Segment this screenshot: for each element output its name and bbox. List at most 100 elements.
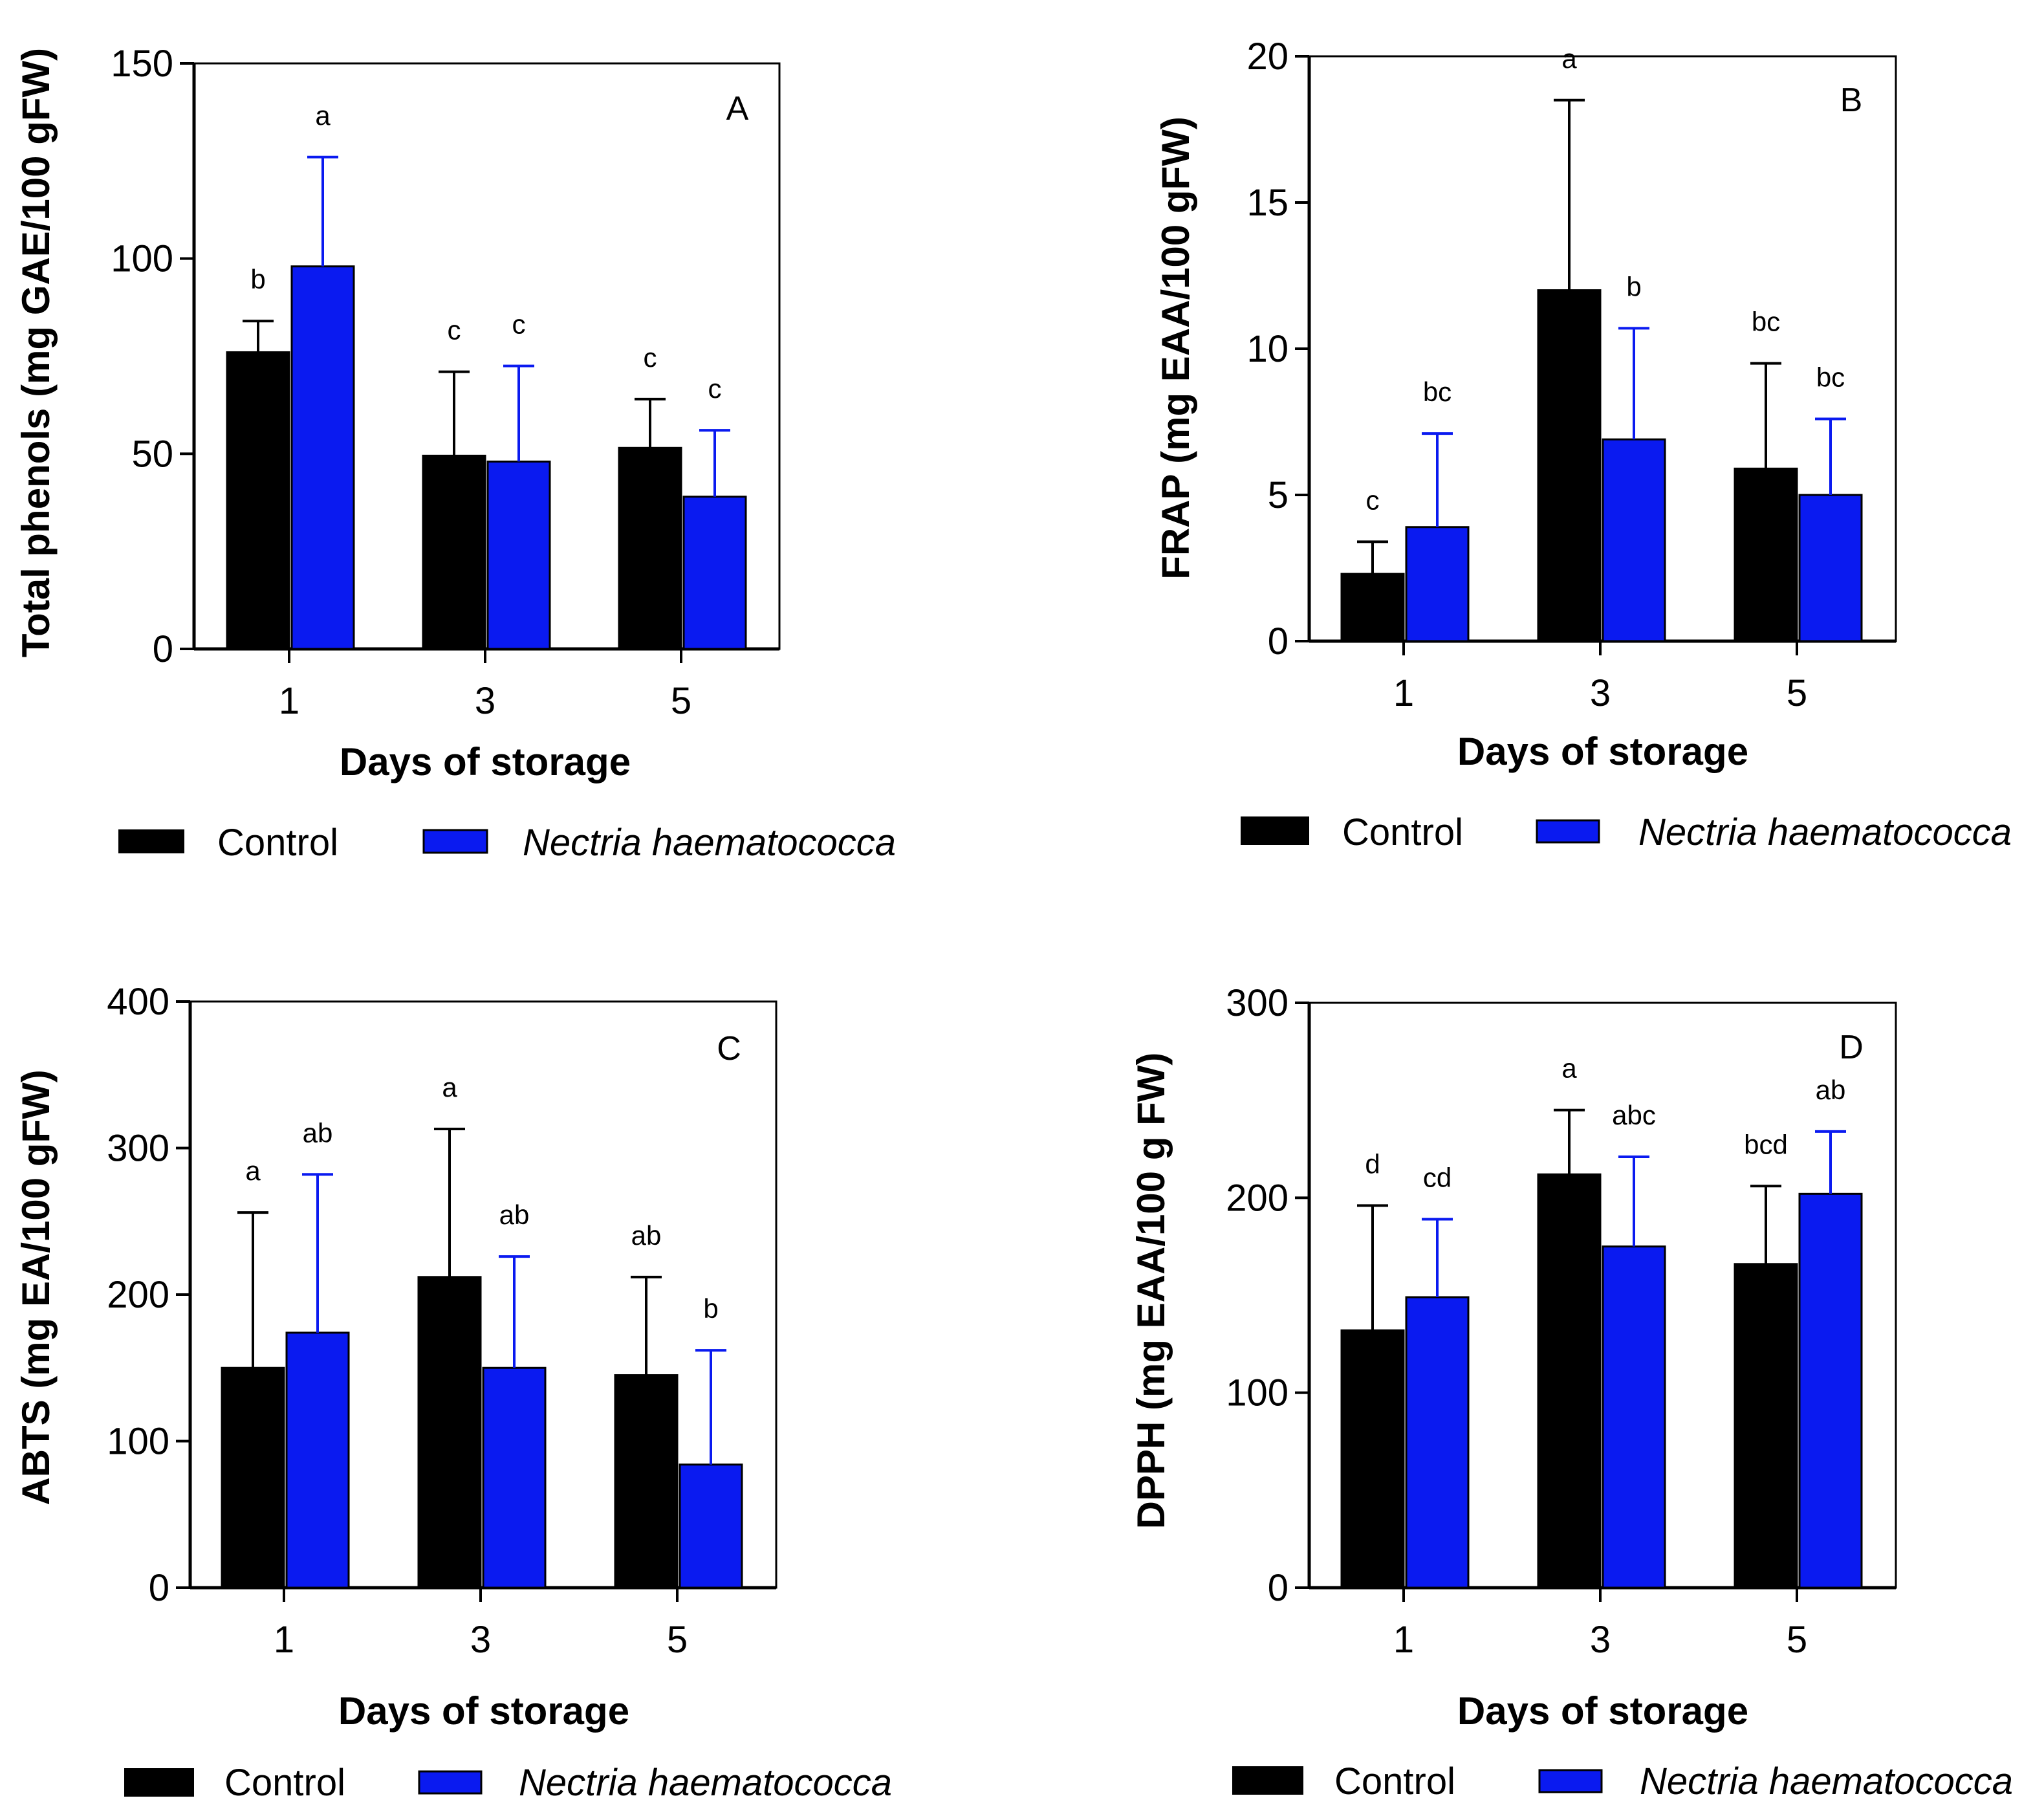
panel-b-bar-treatment	[1798, 494, 1863, 642]
panel-b-significance-letter: c	[1366, 485, 1380, 515]
panel-a-x-tick-label: 5	[671, 680, 691, 722]
legend-label-control: Control	[224, 1762, 345, 1804]
panel-b-legend: Control Nectria haematococca	[1241, 811, 2012, 853]
panel-d-significance-letter: cd	[1423, 1162, 1451, 1192]
panel-c-significance-letter: b	[703, 1293, 718, 1324]
panel-d-x-tick-label: 1	[1393, 1619, 1414, 1661]
panel-a-bar-treatment	[682, 496, 747, 650]
panel-b-significance-letter: b	[1626, 271, 1641, 301]
panel-a-legend: Control Nectria haematococca	[118, 822, 896, 864]
legend-swatch-control	[124, 1768, 194, 1797]
panel-b-x-tick-label: 5	[1787, 672, 1807, 714]
panel-c-letter: C	[717, 1030, 741, 1068]
legend-label-control: Control	[217, 822, 338, 864]
panel-b-y-axis-title: FRAP (mg EAA/100 gFW)	[1154, 116, 1197, 580]
panel-d-bar-control	[1340, 1329, 1405, 1589]
panel-d-marks: 0 100 200 300 1 3 5 d a bcd cd abc ab	[1226, 982, 1897, 1661]
panel-d-legend: Control Nectria haematococca	[1232, 1760, 2013, 1802]
panel-a-y-axis-title: Total phenols (mg GAE/100 gFW)	[14, 48, 58, 657]
panel-d-significance-letter: a	[1561, 1053, 1577, 1084]
panel-b-bar-control	[1537, 289, 1602, 642]
panel-b-y-tick-label: 0	[1268, 620, 1288, 663]
panel-b-bar-treatment	[1602, 438, 1666, 642]
panel-b-x-tick-label: 3	[1590, 672, 1611, 714]
panel-c-y-axis-title: ABTS (mg EA/100 gFW)	[14, 1069, 58, 1505]
panel-b-significance-letter: bc	[1752, 307, 1780, 337]
panel-a-y-tick-label: 150	[111, 43, 173, 85]
panel-d-y-tick-label: 300	[1226, 982, 1288, 1024]
panel-b-significance-letter: bc	[1423, 377, 1451, 407]
panel-d-bar-control	[1537, 1173, 1602, 1589]
panel-b-marks: 0 5 10 15 20 1 3 5 c a bc bc b bc	[1246, 36, 1897, 714]
panel-d-bar-treatment	[1405, 1296, 1470, 1589]
legend-swatch-treatment	[422, 829, 488, 854]
panel-c-y-tick-label: 100	[107, 1421, 169, 1463]
panel-b-y-tick-label: 5	[1268, 474, 1288, 516]
panel-c-bar-treatment	[679, 1463, 743, 1589]
panel-d-significance-letter: abc	[1612, 1100, 1656, 1130]
panel-d-x-tick-label: 5	[1787, 1619, 1807, 1661]
panel-d-significance-letter: bcd	[1744, 1129, 1788, 1159]
panel-d-bar-control	[1734, 1263, 1798, 1589]
panel-c-marks: 0 100 200 300 400 1 3 5 a a ab ab ab b	[107, 981, 777, 1661]
panel-d-y-tick-label: 0	[1268, 1567, 1288, 1609]
panel-a-significance-letter: c	[448, 315, 461, 345]
panel-a-x-tick-label: 3	[475, 680, 495, 722]
panel-d-bar-treatment	[1602, 1245, 1666, 1589]
panel-a-letter: A	[726, 90, 749, 127]
legend-label-treatment: Nectria haematococca	[523, 822, 896, 864]
panel-d-significance-letter: d	[1365, 1148, 1380, 1179]
legend-label-control: Control	[1334, 1760, 1455, 1802]
panel-b-letter: B	[1840, 82, 1863, 119]
panel-c-significance-letter: a	[442, 1072, 457, 1102]
legend-swatch-treatment	[418, 1770, 483, 1795]
panel-d-x-tick-label: 3	[1590, 1619, 1611, 1661]
legend-label-treatment: Nectria haematococca	[1640, 1760, 2013, 1802]
panel-c-y-tick-label: 300	[107, 1128, 169, 1170]
panel-d-x-axis-title: Days of storage	[1457, 1689, 1748, 1733]
panel-b-y-tick-label: 10	[1246, 328, 1288, 370]
panel-a-significance-letter: c	[644, 342, 657, 373]
legend-swatch-control	[118, 829, 184, 853]
panel-d-letter: D	[1839, 1029, 1864, 1066]
panel-a-marks: 0 50 100 150 1 3 5 b c c a c c	[111, 43, 781, 722]
panel-d-y-tick-label: 100	[1226, 1372, 1288, 1414]
panel-a-x-axis-title: Days of storage	[340, 740, 631, 783]
panel-b-significance-letter: a	[1561, 43, 1577, 74]
legend-label-treatment: Nectria haematococca	[519, 1762, 892, 1804]
panel-a-bar-control	[618, 446, 682, 650]
panel-c-legend: Control Nectria haematococca	[124, 1762, 892, 1804]
legend-label-control: Control	[1342, 811, 1463, 853]
legend-swatch-treatment	[1536, 819, 1600, 844]
panel-b-significance-letter: bc	[1816, 362, 1845, 392]
panel-a-bar-treatment	[486, 460, 551, 650]
panel-a: 0 50 100 150 1 3 5 b c c a c c A Days of storage Tot…	[14, 43, 896, 864]
panel-b: 0 5 10 15 20 1 3 5 c a bc bc b bc B Days of storage F…	[1154, 36, 2012, 853]
panel-c-y-tick-label: 400	[107, 981, 169, 1023]
panel-a-significance-letter: a	[315, 100, 331, 131]
panel-d-bar-treatment	[1798, 1192, 1863, 1589]
panel-c-x-tick-label: 5	[667, 1619, 688, 1661]
panel-a-bar-control	[422, 454, 486, 650]
panel-a-x-tick-label: 1	[279, 680, 299, 722]
panel-c-x-tick-label: 1	[274, 1619, 294, 1661]
panel-c-x-axis-title: Days of storage	[338, 1689, 629, 1733]
panel-b-x-axis-title: Days of storage	[1457, 730, 1748, 773]
legend-swatch-control	[1232, 1766, 1303, 1795]
panel-b-bar-control	[1340, 573, 1405, 642]
panel-c-significance-letter: ab	[303, 1117, 333, 1148]
panel-c-y-tick-label: 0	[149, 1567, 169, 1609]
panel-c-bar-control	[417, 1276, 482, 1589]
panel-b-y-tick-label: 20	[1246, 36, 1288, 78]
panel-c-x-tick-label: 3	[470, 1619, 491, 1661]
panel-b-bar-control	[1734, 467, 1798, 642]
panel-a-significance-letter: c	[512, 309, 526, 340]
panel-a-significance-letter: c	[708, 373, 722, 404]
panel-c-significance-letter: ab	[631, 1220, 662, 1251]
panel-c-y-tick-label: 200	[107, 1274, 169, 1316]
panel-c-bar-control	[221, 1366, 285, 1589]
legend-swatch-treatment	[1538, 1769, 1603, 1793]
panel-c-bar-control	[614, 1374, 679, 1589]
legend-swatch-control	[1241, 816, 1309, 845]
